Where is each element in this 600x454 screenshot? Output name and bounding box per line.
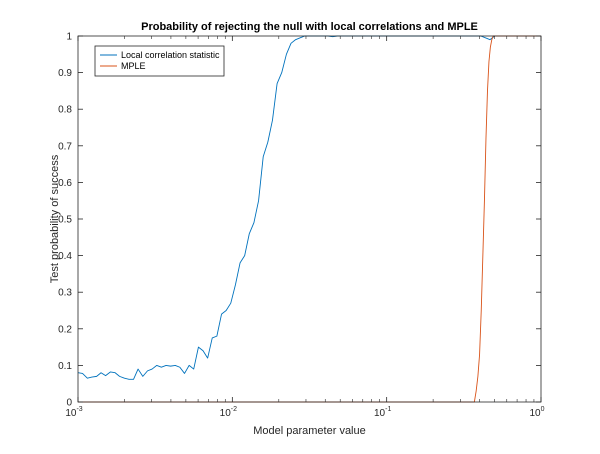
x-tick-label-base: 10 [220, 408, 232, 419]
legend: Local correlation statistic MPLE [94, 45, 225, 77]
x-tick-label-exponent: -3 [76, 406, 82, 413]
plot-frame [77, 35, 542, 403]
y-tick-label: 0.6 [58, 178, 72, 189]
y-tick-label: 0.9 [58, 68, 72, 79]
x-tick-label-exponent: -1 [385, 406, 391, 413]
y-axis-label: Test probability of success [49, 154, 61, 283]
y-tick-label: 1 [66, 32, 72, 43]
x-tick-label-base: 10 [65, 408, 77, 419]
y-tick-label: 0 [66, 398, 72, 409]
x-tick-label: 10-3 [65, 406, 82, 419]
x-tick-label: 10-2 [220, 406, 237, 419]
y-tick-label: 0.4 [58, 251, 72, 262]
y-tick-label: 0.7 [58, 141, 72, 152]
y-tick-label: 0.3 [58, 288, 72, 299]
plot-area [78, 36, 541, 402]
x-tick-label-exponent: -2 [231, 406, 237, 413]
x-tick-label-base: 10 [374, 408, 386, 419]
x-tick-label-exponent: 0 [541, 406, 545, 413]
legend-entry-mple: MPLE [121, 61, 146, 71]
y-tick-label: 0.1 [58, 361, 72, 372]
x-tick-label-base: 10 [529, 408, 541, 419]
legend-entry-local-correlation: Local correlation statistic [121, 50, 220, 60]
chart-title: Probability of rejecting the null with l… [141, 21, 478, 33]
y-tick-label: 0.5 [58, 215, 72, 226]
x-tick-label: 10-1 [374, 406, 391, 419]
y-tick-label: 0.2 [58, 324, 72, 335]
series-line-mple [78, 35, 541, 403]
y-tick-label: 0.8 [58, 105, 72, 116]
legend-box [94, 45, 225, 77]
x-axis-label: Model parameter value [253, 425, 366, 437]
x-tick-label: 100 [529, 406, 544, 419]
